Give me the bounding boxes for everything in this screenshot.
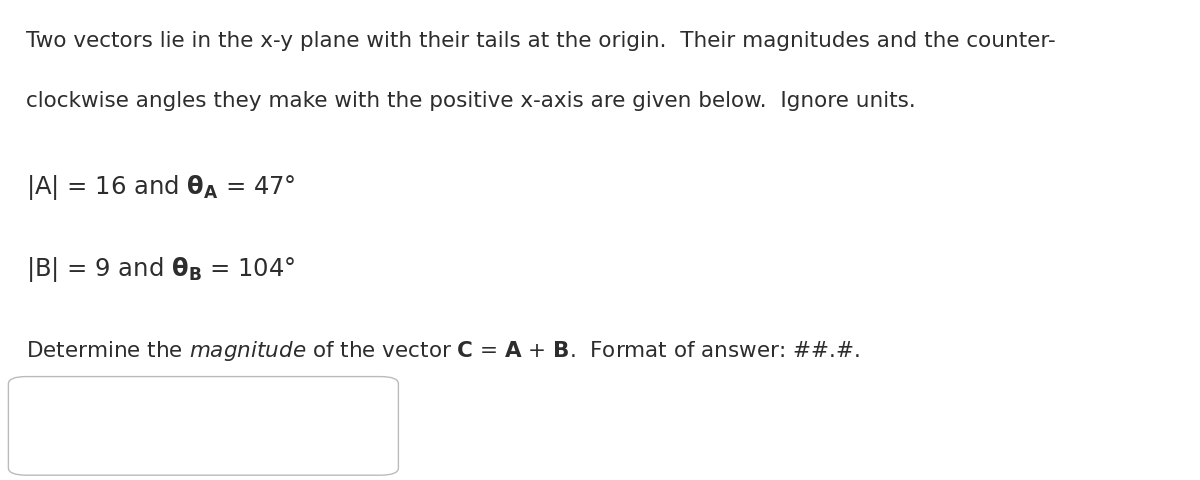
Text: clockwise angles they make with the positive x-axis are given below.  Ignore uni: clockwise angles they make with the posi… xyxy=(26,91,916,111)
Text: Determine the $\it{magnitude}$ of the vector $\bf{C}$ = $\bf{A}$ + $\bf{B}$.  Fo: Determine the $\it{magnitude}$ of the ve… xyxy=(26,338,860,362)
Text: $|$B$|$ = 9 and $\mathbf{\theta}_\mathbf{B}$ = 104°: $|$B$|$ = 9 and $\mathbf{\theta}_\mathbf… xyxy=(26,254,296,283)
Text: $|$A$|$ = 16 and $\mathbf{\theta}_\mathbf{A}$ = 47°: $|$A$|$ = 16 and $\mathbf{\theta}_\mathb… xyxy=(26,173,296,202)
FancyBboxPatch shape xyxy=(8,377,398,475)
Text: Two vectors lie in the x-y plane with their tails at the origin.  Their magnitud: Two vectors lie in the x-y plane with th… xyxy=(26,31,1056,51)
